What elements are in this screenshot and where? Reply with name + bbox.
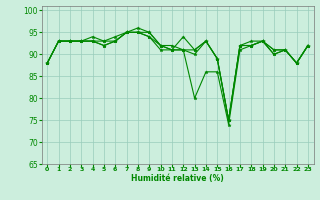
X-axis label: Humidité relative (%): Humidité relative (%) [131,174,224,183]
